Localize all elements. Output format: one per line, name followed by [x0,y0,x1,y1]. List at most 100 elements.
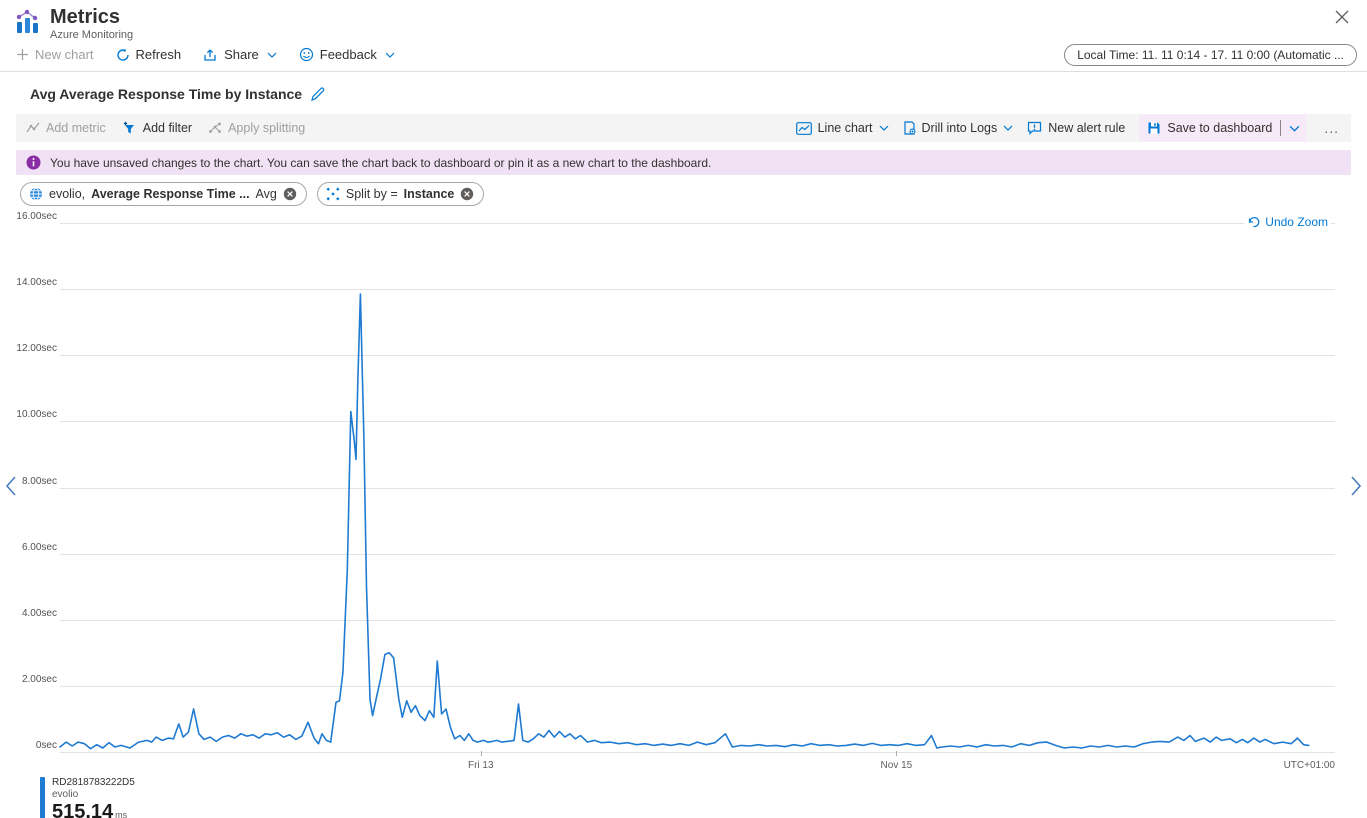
refresh-button[interactable]: Refresh [116,47,182,62]
share-label: Share [224,47,259,62]
remove-split-icon[interactable] [460,187,474,201]
time-range-picker[interactable]: Local Time: 11. 11 0:14 - 17. 11 0:00 (A… [1064,43,1357,66]
save-to-dashboard-group: Save to dashboard [1139,114,1307,142]
y-axis-tick-label: 16.00sec [16,211,57,222]
remove-metric-icon[interactable] [283,187,297,201]
new-alert-rule-label: New alert rule [1048,121,1126,135]
share-button[interactable]: Share [203,47,277,62]
divider [1280,120,1282,136]
feedback-button[interactable]: Feedback [299,47,395,62]
legend-resource: evolio [52,789,79,800]
chart-title: Avg Average Response Time by Instance [30,86,303,102]
undo-zoom-button[interactable]: Undo Zoom [1244,215,1331,229]
y-axis-tick-label: 8.00sec [21,475,57,487]
split-by-icon [326,187,340,201]
smiley-icon [299,47,314,62]
save-split-chevron-icon[interactable] [1289,125,1300,132]
metric-pill[interactable]: evolio, Average Response Time ... Avg [20,182,307,206]
feedback-label: Feedback [319,47,377,62]
line-chart-label: Line chart [817,121,873,135]
chevron-down-icon [1003,125,1013,131]
drill-into-logs-icon [903,121,916,135]
apply-splitting-label: Apply splitting [228,121,306,135]
chart-plot[interactable] [59,223,1335,756]
x-axis-tick-label: UTC+01:00 [1283,760,1335,771]
add-filter-label: Add filter [142,121,193,135]
chevron-down-icon [879,125,889,131]
more-commands-button[interactable]: ... [1320,120,1343,136]
response-time-line-series [59,293,1310,750]
gridline [60,487,1335,489]
banner-text: You have unsaved changes to the chart. Y… [50,155,712,170]
plus-icon [16,48,29,61]
y-axis-tick-label: 2.00sec [21,673,57,685]
legend-unit: ms [115,810,128,818]
y-axis-tick-label: 14.00sec [16,277,57,289]
save-icon [1147,121,1161,135]
legend-instance: RD2818783222D5 [52,777,135,788]
filter-funnel-icon [122,121,137,135]
add-metric-icon [26,122,40,134]
refresh-icon [116,48,130,62]
close-icon[interactable] [1331,6,1353,28]
metrics-logo-icon [14,8,42,36]
split-pill-prefix: Split by = [345,187,398,201]
new-chart-label: New chart [35,47,94,62]
y-axis-tick-label: 6.00sec [21,541,57,553]
new-alert-rule-button[interactable]: New alert rule [1027,121,1125,135]
gridline [60,289,1335,291]
x-axis: Fri 13 Nov 15 UTC+01:00 [60,758,1335,774]
y-axis-tick-label: 12.00sec [16,343,57,355]
chart-toolbar: Add metric Add filter Apply splitting Li… [16,114,1351,142]
x-axis-tick-mark [480,751,482,756]
next-chart-chevron-icon[interactable] [1349,475,1363,497]
alert-rule-icon [1027,121,1042,135]
y-axis-tick-label: 0sec [35,740,57,751]
legend-value: 515.14 ms [52,801,128,818]
apply-splitting-icon [208,122,222,134]
undo-icon [1247,216,1260,228]
save-to-dashboard-label: Save to dashboard [1167,121,1273,135]
chevron-down-icon [385,52,395,58]
split-pill[interactable]: Split by = Instance [316,182,485,206]
add-metric-button[interactable]: Add metric [26,121,106,135]
split-pill-name: Instance [403,187,455,201]
resource-globe-icon [29,187,43,201]
add-filter-button[interactable]: Add filter [122,121,192,135]
y-axis-tick-label: 10.00sec [16,409,57,421]
previous-chart-chevron-icon[interactable] [4,475,18,497]
gridline [60,223,1335,224]
chart-title-row: Avg Average Response Time by Instance [30,86,1367,102]
chart-legend[interactable]: RD2818783222D5 evolio 515.14 ms [40,777,1367,818]
drill-into-logs-label: Drill into Logs [921,121,998,135]
unsaved-changes-banner: You have unsaved changes to the chart. Y… [16,150,1351,175]
drill-into-logs-button[interactable]: Drill into Logs [903,121,1014,135]
x-axis-tick-mark [896,751,898,756]
new-chart-button[interactable]: New chart [16,47,94,62]
line-chart-select[interactable]: Line chart [795,121,889,135]
undo-zoom-label: Undo Zoom [1265,215,1328,229]
chart-toolbar-right: Line chart Drill into Logs New alert rul… [795,114,1343,142]
apply-splitting-button[interactable]: Apply splitting [208,121,305,135]
chevron-down-icon [267,52,277,58]
edit-title-pencil-icon[interactable] [310,86,326,102]
gridline [60,355,1335,357]
line-chart-icon [795,121,812,135]
legend-series-color-bar [40,777,45,818]
save-to-dashboard-button[interactable]: Save to dashboard [1147,121,1272,135]
filter-pills: evolio, Average Response Time ... Avg Sp… [20,182,1367,206]
gridline [60,752,1335,753]
refresh-label: Refresh [135,47,182,62]
x-axis-tick-label: Fri 13 [467,760,494,771]
gridline [60,553,1335,555]
chart-area: Undo Zoom Fri 13 Nov 15 UTC+01:00 16.00sec… [0,209,1367,772]
gridline [60,685,1335,687]
info-icon [26,155,41,170]
gridline [60,619,1335,621]
x-axis-tick-label: Nov 15 [880,760,913,771]
metric-pill-prefix: evolio, [49,187,86,201]
share-icon [203,48,218,62]
metric-pill-name: Average Response Time ... [91,187,250,201]
gridline [60,421,1335,423]
page-header: Metrics Azure Monitoring [0,0,1367,42]
